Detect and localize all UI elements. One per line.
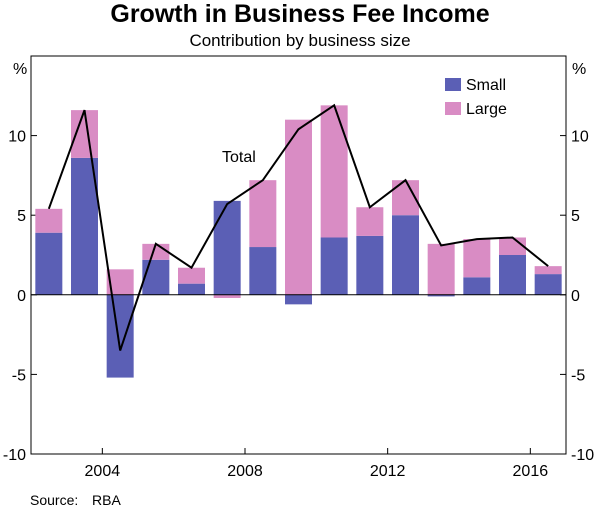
total-line (47, 103, 549, 351)
legend: Small Large (445, 77, 507, 118)
bar-small-2002 (35, 232, 63, 295)
bar-small-2006 (178, 283, 205, 295)
y-tick-label-right: 0 (571, 288, 580, 305)
y-tick-label-left: 0 (17, 288, 26, 305)
legend-swatch-small (445, 78, 461, 91)
source-label: Source: (30, 492, 79, 508)
bars-layer (35, 105, 562, 378)
x-tick-label: 2004 (85, 463, 121, 480)
bar-large-2002 (35, 208, 63, 233)
bar-small-2007 (213, 200, 241, 295)
bar-small-2008 (249, 247, 277, 295)
bar-large-2016 (534, 266, 562, 275)
y-tick-label-left: -5 (12, 367, 26, 384)
bar-large-2013 (427, 243, 455, 295)
bar-small-2016 (534, 274, 562, 295)
source-value: RBA (92, 492, 121, 508)
y-tick-label-right: -5 (571, 367, 585, 384)
bar-small-2004 (106, 294, 134, 378)
legend-swatch-large (445, 102, 461, 115)
source-note: Source: RBA (30, 492, 121, 508)
y-tick-label-left: 5 (17, 208, 26, 225)
bar-small-2009 (285, 294, 312, 305)
chart-subtitle: Contribution by business size (189, 31, 411, 50)
x-tick-label: 2016 (513, 463, 549, 480)
bar-small-2014 (463, 277, 491, 295)
bar-small-2012 (392, 215, 419, 295)
bar-small-2010 (320, 237, 348, 295)
bar-large-2008 (249, 180, 277, 248)
chart-title: Growth in Business Fee Income (110, 0, 490, 28)
y-tick-label-left: -10 (3, 447, 26, 464)
y-axis-label-left: % (13, 61, 27, 78)
bar-small-2011 (356, 235, 384, 295)
ticks-layer: -10 -10 -5 -5 0 0 5 5 10 10 2004 2008 2012 2016 (3, 129, 594, 480)
bar-small-2005 (142, 259, 170, 295)
bar-small-2003 (71, 157, 98, 295)
y-tick-label-right: 10 (571, 129, 589, 146)
bar-large-2006 (178, 267, 205, 284)
bar-small-2015 (499, 255, 526, 295)
bar-large-2007 (213, 294, 241, 298)
bar-large-2011 (356, 207, 384, 236)
bar-large-2010 (320, 105, 348, 238)
legend-label-large: Large (466, 101, 507, 118)
bar-small-2013 (427, 294, 455, 297)
legend-label-small: Small (466, 77, 506, 94)
bar-large-2014 (463, 239, 491, 278)
y-tick-label-left: 10 (8, 129, 26, 146)
total-annotation: Total (222, 149, 256, 166)
bar-large-2009 (285, 119, 312, 295)
x-tick-label: 2012 (370, 463, 406, 480)
y-tick-label-right: -10 (571, 447, 594, 464)
y-tick-label-right: 5 (571, 208, 580, 225)
y-axis-label-right: % (572, 61, 586, 78)
plot-frame (30, 55, 567, 455)
x-tick-label: 2008 (227, 463, 263, 480)
